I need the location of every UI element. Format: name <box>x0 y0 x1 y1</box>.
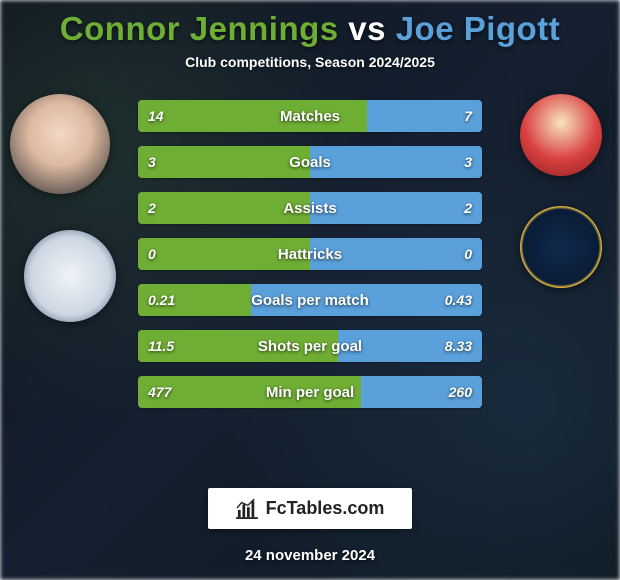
comparison-card: Connor Jennings vs Joe Pigott Club compe… <box>0 0 620 580</box>
stat-value-left: 3 <box>148 154 156 170</box>
stat-value-left: 11.5 <box>148 338 174 354</box>
bar-left <box>138 238 310 270</box>
stat-row: Hattricks00 <box>138 238 482 270</box>
site-attribution-chip: FcTables.com <box>208 488 413 529</box>
chart-icon <box>236 499 258 519</box>
stat-row: Goals33 <box>138 146 482 178</box>
stat-value-left: 2 <box>148 200 156 216</box>
title-player2: Joe Pigott <box>396 10 561 47</box>
stat-value-right: 2 <box>464 200 472 216</box>
stat-row: Shots per goal11.58.33 <box>138 330 482 362</box>
player2-club-badge <box>520 206 602 288</box>
stat-value-left: 0.21 <box>148 292 175 308</box>
stat-value-left: 0 <box>148 246 156 262</box>
bar-left <box>138 100 367 132</box>
stat-value-right: 260 <box>449 384 472 400</box>
player1-club-badge <box>24 230 116 322</box>
player1-photo <box>10 94 110 194</box>
site-label: FcTables.com <box>266 498 385 519</box>
bar-right <box>310 146 482 178</box>
stat-value-right: 0 <box>464 246 472 262</box>
bar-right <box>310 192 482 224</box>
player2-photo <box>520 94 602 176</box>
stat-value-right: 0.43 <box>445 292 472 308</box>
bar-left <box>138 146 310 178</box>
stat-value-right: 8.33 <box>445 338 472 354</box>
page-title: Connor Jennings vs Joe Pigott <box>60 10 560 48</box>
stat-value-left: 14 <box>148 108 164 124</box>
bar-right <box>310 238 482 270</box>
stats-bars: Matches147Goals33Assists22Hattricks00Goa… <box>138 100 482 408</box>
stat-row: Assists22 <box>138 192 482 224</box>
subtitle: Club competitions, Season 2024/2025 <box>185 54 435 70</box>
bar-left <box>138 192 310 224</box>
stat-row: Min per goal477260 <box>138 376 482 408</box>
stat-row: Matches147 <box>138 100 482 132</box>
title-player1: Connor Jennings <box>60 10 339 47</box>
stat-row: Goals per match0.210.43 <box>138 284 482 316</box>
title-vs: vs <box>339 10 396 47</box>
stat-value-left: 477 <box>148 384 171 400</box>
compare-area: Matches147Goals33Assists22Hattricks00Goa… <box>0 94 620 478</box>
stat-value-right: 3 <box>464 154 472 170</box>
bar-left <box>138 376 361 408</box>
snapshot-date: 24 november 2024 <box>245 547 375 564</box>
stat-value-right: 7 <box>464 108 472 124</box>
